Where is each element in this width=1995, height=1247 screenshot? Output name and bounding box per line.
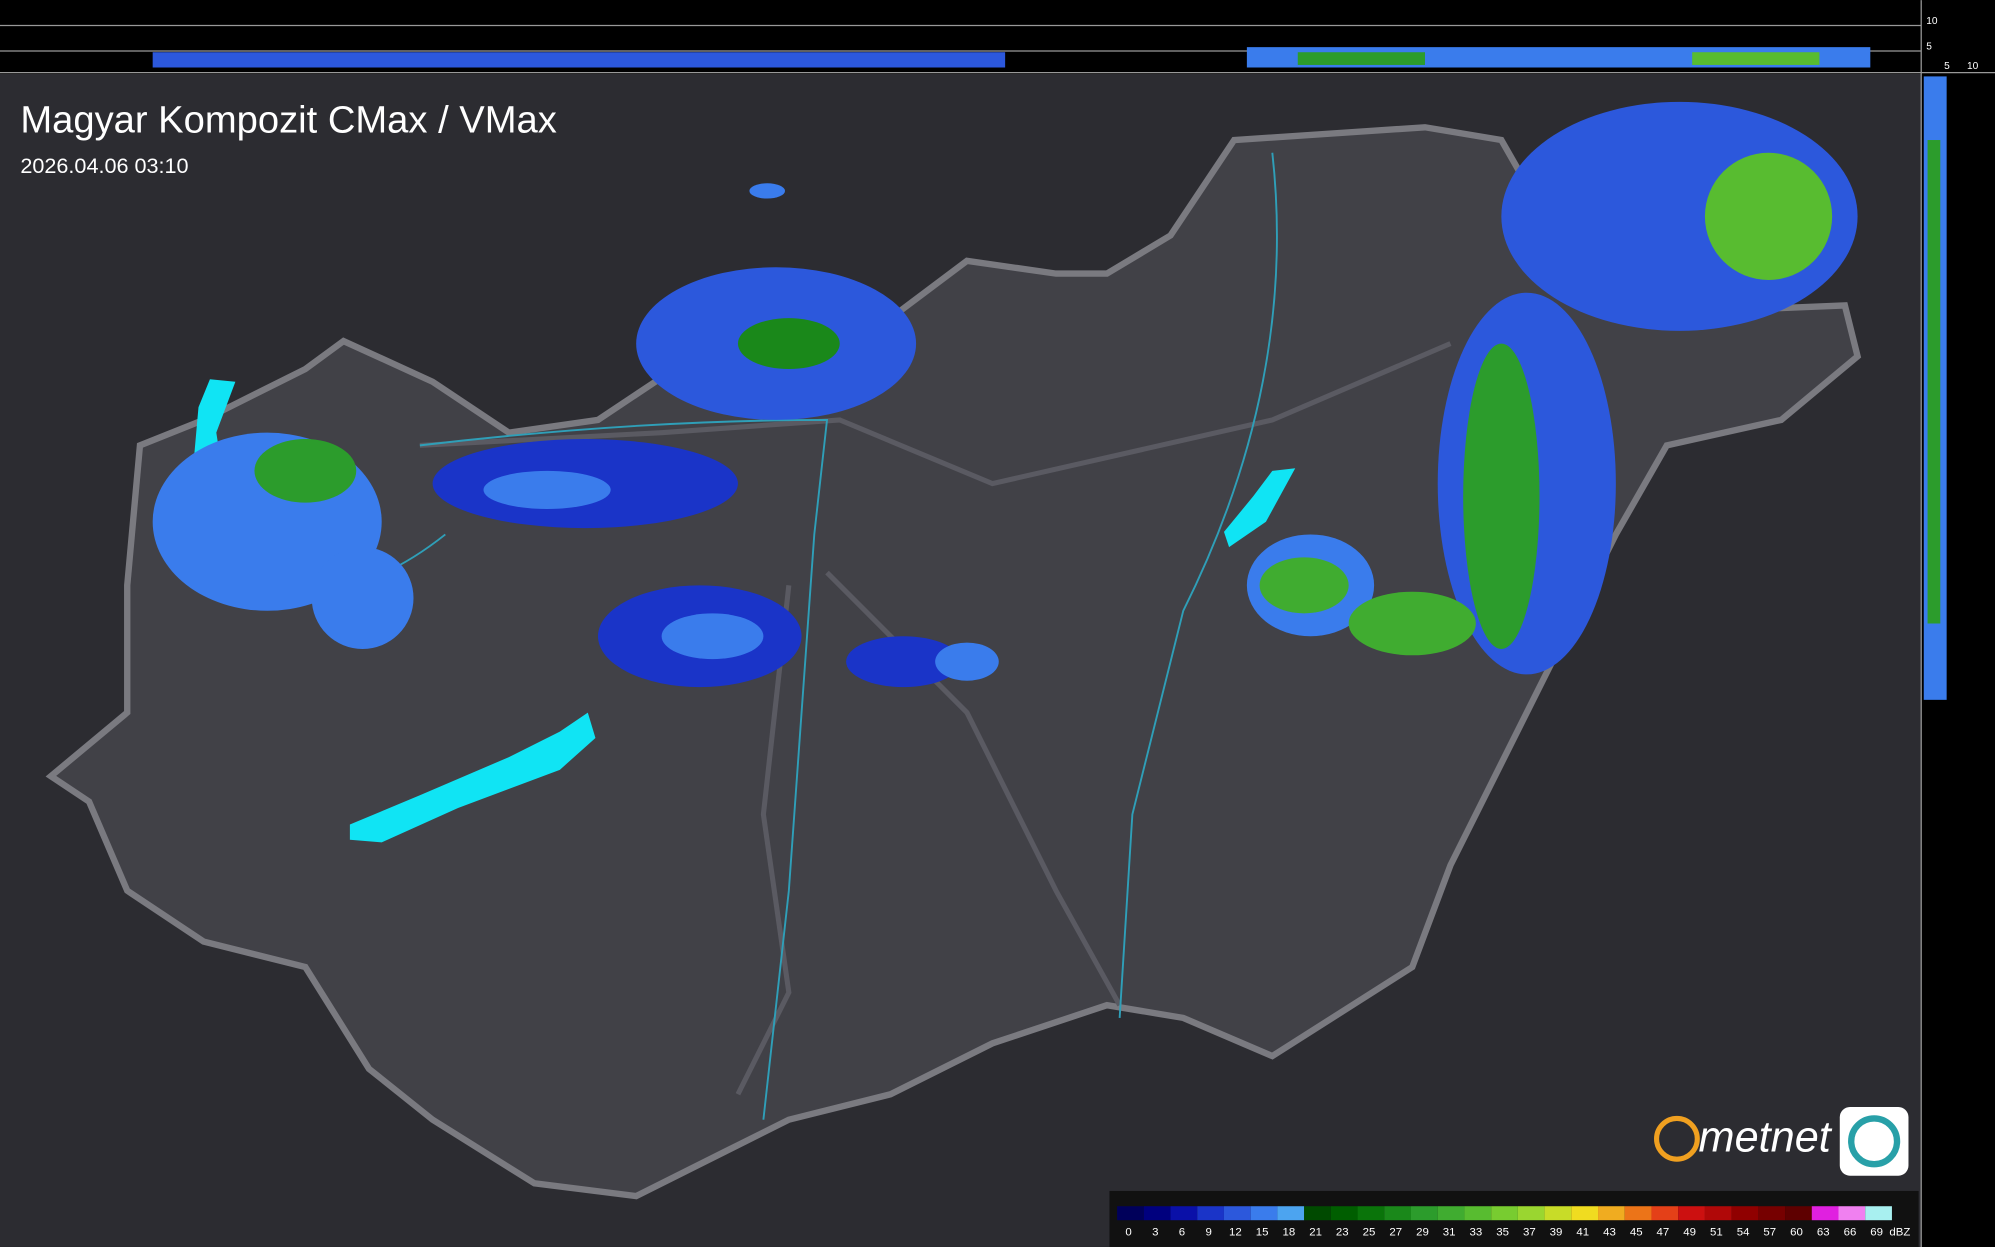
legend-label: 31 xyxy=(1443,1226,1456,1238)
legend-swatch xyxy=(1304,1206,1331,1221)
legend-unit: dBZ xyxy=(1889,1226,1910,1238)
timestamp: 2026.04.06 03:10 xyxy=(20,153,188,178)
legend-swatch xyxy=(1464,1206,1492,1221)
legend-swatch xyxy=(1651,1206,1679,1221)
legend-label: 33 xyxy=(1470,1226,1483,1238)
legend-label: 49 xyxy=(1683,1226,1696,1238)
legend-swatch xyxy=(1758,1206,1786,1221)
legend-label: 63 xyxy=(1817,1226,1830,1238)
legend-swatch xyxy=(1411,1206,1438,1221)
legend-swatch xyxy=(1384,1206,1412,1221)
lake-balaton xyxy=(349,712,596,843)
legend-label: 18 xyxy=(1282,1226,1295,1238)
legend-label: 43 xyxy=(1603,1226,1616,1238)
legend-label: 6 xyxy=(1179,1226,1185,1238)
legend-swatch xyxy=(1544,1206,1572,1221)
legend-swatch xyxy=(1865,1206,1892,1221)
axis-label: 5 xyxy=(1944,61,1950,72)
legend-swatch xyxy=(1277,1206,1305,1221)
profile-axis: 10 5 5 10 xyxy=(1926,16,1978,72)
axis-label: 5 xyxy=(1926,42,1932,53)
legend-swatch xyxy=(1624,1206,1652,1221)
legend-label: 23 xyxy=(1336,1226,1349,1238)
legend-swatch xyxy=(1571,1206,1599,1221)
legend-label: 39 xyxy=(1550,1226,1563,1238)
axis-label: 10 xyxy=(1926,16,1938,27)
legend-swatch xyxy=(1223,1206,1251,1221)
legend: 0 3 6 9 12 15 18 21 23 25 27 29 31 33 35 37 39 41 43 45 47 49… xyxy=(1117,1206,1910,1238)
legend-swatch xyxy=(1143,1206,1171,1221)
legend-label: 27 xyxy=(1389,1226,1402,1238)
axis-label: 10 xyxy=(1967,61,1979,72)
legend-label: 21 xyxy=(1309,1226,1322,1238)
legend-label: 12 xyxy=(1229,1226,1242,1238)
logo-text: metnet xyxy=(1699,1114,1833,1162)
legend-swatch xyxy=(1838,1206,1866,1221)
legend-swatch xyxy=(1598,1206,1625,1221)
legend-label: 57 xyxy=(1763,1226,1776,1238)
legend-label: 25 xyxy=(1363,1226,1376,1238)
legend-label: 0 xyxy=(1125,1226,1131,1238)
lake-tisza xyxy=(1223,468,1296,548)
legend-label: 15 xyxy=(1256,1226,1269,1238)
legend-swatch xyxy=(1811,1206,1839,1221)
legend-label: 47 xyxy=(1657,1226,1670,1238)
legend-swatch xyxy=(1437,1206,1465,1221)
radar-echoes xyxy=(152,101,1858,688)
legend-label: 35 xyxy=(1496,1226,1509,1238)
legend-swatch xyxy=(1704,1206,1732,1221)
legend-swatch xyxy=(1250,1206,1278,1221)
legend-swatch xyxy=(1170,1206,1198,1221)
legend-swatch xyxy=(1517,1206,1545,1221)
legend-swatch xyxy=(1731,1206,1759,1221)
legend-swatch xyxy=(1197,1206,1224,1221)
legend-label: 41 xyxy=(1576,1226,1589,1238)
legend-label: 51 xyxy=(1710,1226,1723,1238)
legend-swatch xyxy=(1491,1206,1518,1221)
legend-label: 69 xyxy=(1870,1226,1883,1238)
legend-label: 3 xyxy=(1152,1226,1158,1238)
top-profile-echoes xyxy=(152,47,1947,700)
legend-swatch xyxy=(1357,1206,1385,1221)
legend-swatch xyxy=(1678,1206,1705,1221)
legend-label: 37 xyxy=(1523,1226,1536,1238)
legend-swatch xyxy=(1330,1206,1358,1221)
legend-swatch xyxy=(1117,1206,1144,1221)
legend-label: 9 xyxy=(1206,1226,1212,1238)
logo: metnet xyxy=(1654,1106,1909,1176)
title: Magyar Kompozit CMax / VMax xyxy=(20,98,556,141)
legend-label: 54 xyxy=(1737,1226,1750,1238)
legend-label: 45 xyxy=(1630,1226,1643,1238)
legend-label: 60 xyxy=(1790,1226,1803,1238)
legend-label: 66 xyxy=(1844,1226,1857,1238)
legend-label: 29 xyxy=(1416,1226,1429,1238)
legend-swatch xyxy=(1785,1206,1812,1221)
